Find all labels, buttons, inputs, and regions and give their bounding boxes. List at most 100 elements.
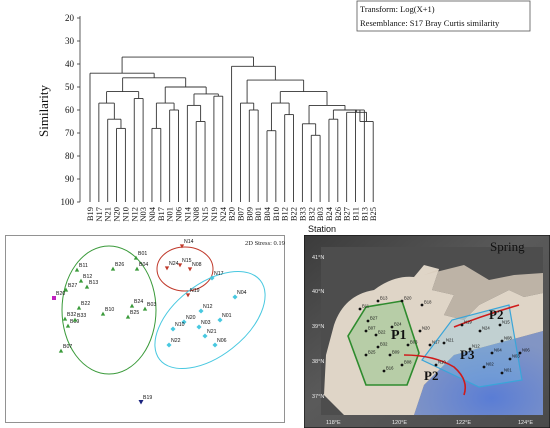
mds-point-label: B04	[139, 262, 148, 268]
mds-point-marker	[58, 348, 64, 353]
mds-point-label: N04	[237, 290, 247, 296]
dendrogram-tree	[89, 56, 374, 202]
mds-point-marker	[187, 267, 193, 272]
map-station-label: N03	[512, 354, 520, 359]
transform-legend-box	[356, 0, 531, 32]
map-station-marker	[420, 303, 424, 307]
station-labels: B19N17N21N20N10N12N03N04B17N01N06N14N08N…	[85, 206, 378, 221]
station-label: B10	[271, 207, 281, 221]
map-station-marker	[428, 343, 432, 347]
map-station-label: N10	[438, 360, 446, 365]
station-label: N01	[165, 207, 175, 222]
map-station-label: N17	[432, 340, 440, 345]
map-station-marker	[418, 329, 422, 333]
map-station-marker	[482, 365, 486, 369]
map-station-label: B08	[404, 360, 412, 365]
red-cluster-ellipse	[156, 246, 214, 292]
y-tick-labels: 20 30 40 50 60 70 80 90 100	[61, 13, 80, 207]
map-station-label: B13	[380, 296, 388, 301]
map-station-label: B18	[424, 300, 432, 305]
mds-point-marker	[138, 400, 144, 405]
map-station-marker	[400, 299, 404, 303]
station-label: N03	[138, 207, 148, 222]
y-tick-label: 70	[65, 128, 75, 138]
map-station-label: B24	[394, 322, 402, 327]
station-label: B07	[235, 207, 245, 221]
station-label: B09	[244, 207, 254, 221]
y-tick-label: 100	[61, 197, 75, 207]
map-station-label: N21	[446, 338, 454, 343]
station-label: N15	[200, 207, 210, 222]
mds-point-label: B22	[81, 301, 90, 307]
map-station-marker	[434, 363, 438, 367]
deep-sea-region	[414, 331, 543, 415]
mds-point-marker	[177, 263, 183, 268]
resemblance-label: Resemblance: S17 Bray Curtis similarity	[360, 18, 500, 28]
mds-point-label: B11	[79, 263, 88, 269]
mds-point-label: N17	[214, 271, 224, 277]
map-station-label: N20	[422, 326, 430, 331]
mds-point-marker	[185, 293, 191, 298]
mds-point-label: B12	[83, 274, 92, 280]
map-station-marker	[374, 333, 378, 337]
transform-label: Transform: Log(X+1)	[360, 4, 435, 14]
station-label: N21	[103, 207, 113, 222]
station-label: N20	[112, 207, 122, 222]
station-label: B11	[351, 207, 361, 221]
map-station-label: N01	[504, 368, 512, 373]
map-station-marker	[490, 351, 494, 355]
lat-label-41: 41°N	[312, 255, 324, 261]
map-station-label: B11	[362, 304, 370, 309]
mds-point-marker	[125, 314, 131, 319]
map-station-marker	[400, 363, 404, 367]
lat-label-38: 38°N	[312, 359, 324, 365]
map-station-label: N19	[464, 320, 472, 325]
map-station-marker	[358, 307, 362, 311]
map-station-label: B03	[410, 340, 418, 345]
mds-point-marker	[78, 278, 84, 283]
mds-point-label: B09	[70, 319, 79, 325]
map-station-label: B16	[386, 366, 394, 371]
lon-label-122: 122°E	[456, 420, 471, 426]
y-tick-label: 90	[65, 174, 75, 184]
station-label: N10	[120, 207, 130, 222]
station-label: B25	[368, 207, 378, 221]
map-station-marker	[406, 343, 410, 347]
station-label: B20	[227, 207, 237, 221]
station-label: B27	[342, 207, 352, 221]
x-axis-title: Station	[308, 224, 336, 234]
station-label: B33	[297, 207, 307, 221]
mds-point-marker	[110, 266, 116, 271]
mds-point-marker	[179, 244, 185, 249]
mds-point-label: N08	[192, 262, 202, 268]
mds-frame	[5, 235, 285, 423]
station-label: N14	[182, 206, 192, 221]
mds-point-marker	[63, 287, 69, 292]
map-station-marker	[366, 319, 370, 323]
mds-point-label: B20	[56, 291, 65, 297]
spring-map-panel: Spring P1 P2 P3 P2 B11 B13 B20 B18 B27 B07B22…	[304, 235, 550, 428]
mds-point-label: N12	[203, 304, 213, 310]
map-station-marker	[382, 369, 386, 373]
station-label: N17	[94, 207, 104, 222]
map-station-label: B25	[368, 350, 376, 355]
mds-point-label: N24	[169, 261, 179, 267]
mds-point-marker	[134, 266, 140, 271]
map-station-label: N12	[472, 344, 480, 349]
map-station-label: B20	[404, 296, 412, 301]
lower-p2-boundary	[403, 354, 467, 396]
lat-label-40: 40°N	[312, 289, 324, 295]
p3-region	[421, 304, 523, 388]
bohai-sea-area	[324, 265, 543, 415]
map-station-label: N04	[494, 348, 502, 353]
station-label: B04	[262, 206, 272, 221]
mds-point-label: N01	[222, 313, 232, 319]
lon-label-120: 120°E	[392, 420, 407, 426]
mds-point-label: B27	[68, 283, 77, 289]
mds-point-label: N20	[186, 315, 196, 321]
mds-point-label: N21	[207, 329, 217, 335]
station-label: N06	[174, 207, 184, 222]
mds-point-label: B10	[105, 307, 114, 313]
lon-label-118: 118°E	[326, 420, 341, 426]
